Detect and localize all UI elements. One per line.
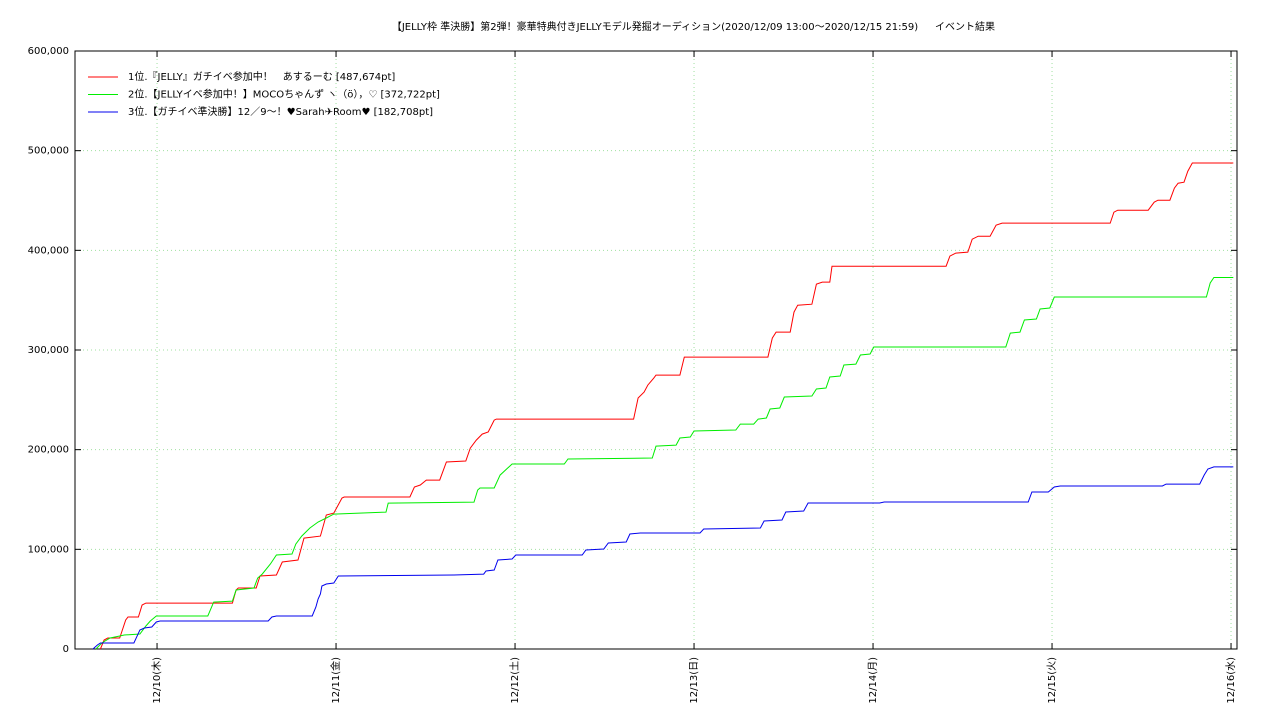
legend-label: 3位.【ガチイベ準決勝】12／9〜！♥Sarah✈Room♥ [182,708p…	[128, 105, 433, 118]
x-tick-label: 12/16(水)	[1225, 657, 1237, 704]
x-tick-label: 12/13(日)	[689, 657, 700, 704]
y-tick-label: 400,000	[28, 245, 69, 256]
x-tick-label: 12/14(月)	[867, 657, 879, 704]
y-tick-label: 200,000	[28, 445, 69, 456]
series-line	[99, 162, 1234, 650]
series-line	[95, 277, 1234, 650]
x-tick-label: 12/11(金)	[329, 657, 342, 704]
series-line	[92, 466, 1234, 650]
chart-subtitle: イベント結果	[935, 20, 995, 33]
y-tick-label: 0	[63, 644, 69, 655]
x-tick-label: 12/10(木)	[151, 657, 163, 704]
plot-frame	[74, 50, 1238, 650]
y-tick-label: 500,000	[28, 146, 69, 157]
x-tick-label: 12/15(火)	[1046, 657, 1058, 704]
y-tick-label: 300,000	[28, 345, 69, 356]
legend-label: 1位.『JELLY』ガチイベ参加中！ あするーむ [487,674pt]	[128, 70, 395, 83]
y-tick-label: 100,000	[28, 544, 69, 555]
chart-title: 【JELLY枠 準決勝】第2弾！豪華特典付きJELLYモデル発掘オーディション(…	[392, 20, 918, 33]
legend-label: 2位.【JELLYイベ参加中！】MOCOちゃんず ヽ（ö），♡ [372,722…	[128, 88, 440, 101]
y-tick-label: 600,000	[28, 46, 69, 57]
x-tick-label: 12/12(土)	[508, 657, 521, 704]
